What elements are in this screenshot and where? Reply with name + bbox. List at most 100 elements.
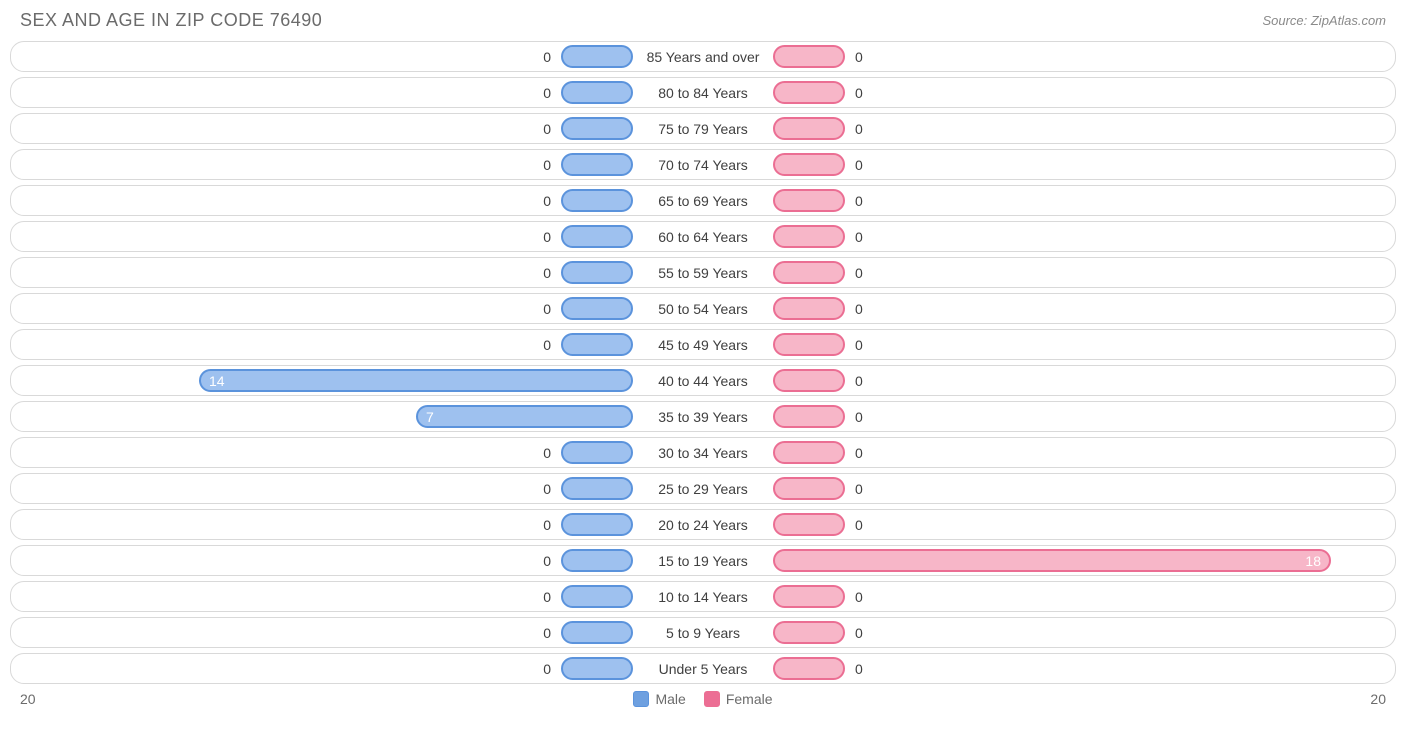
female-value: 0 <box>855 121 863 137</box>
male-value: 0 <box>543 121 551 137</box>
female-bar <box>773 621 845 644</box>
axis-max-right: 20 <box>1370 691 1386 707</box>
female-value: 0 <box>855 49 863 65</box>
female-bar <box>773 261 845 284</box>
female-bar <box>773 225 845 248</box>
pyramid-row: 0065 to 69 Years <box>10 185 1396 216</box>
male-value: 0 <box>543 157 551 173</box>
male-value: 0 <box>543 85 551 101</box>
male-bar <box>561 153 633 176</box>
female-bar <box>773 369 845 392</box>
male-value: 0 <box>543 589 551 605</box>
pyramid-row: 00Under 5 Years <box>10 653 1396 684</box>
male-value: 0 <box>543 337 551 353</box>
female-value: 0 <box>855 589 863 605</box>
male-value: 0 <box>543 49 551 65</box>
female-value: 0 <box>855 193 863 209</box>
female-bar <box>773 117 845 140</box>
male-value: 0 <box>543 481 551 497</box>
male-bar <box>561 225 633 248</box>
male-value: 0 <box>543 229 551 245</box>
pyramid-row: 7035 to 39 Years <box>10 401 1396 432</box>
male-value: 0 <box>543 517 551 533</box>
female-bar <box>773 657 845 680</box>
legend-label-female: Female <box>726 691 773 707</box>
chart-source: Source: ZipAtlas.com <box>1262 13 1386 28</box>
male-bar <box>561 333 633 356</box>
legend-label-male: Male <box>655 691 685 707</box>
male-value: 0 <box>543 553 551 569</box>
male-bar <box>561 117 633 140</box>
axis-max-left: 20 <box>20 691 36 707</box>
pyramid-row: 0010 to 14 Years <box>10 581 1396 612</box>
male-value: 0 <box>543 301 551 317</box>
male-bar <box>561 441 633 464</box>
female-value: 0 <box>855 85 863 101</box>
pyramid-row: 01815 to 19 Years <box>10 545 1396 576</box>
male-value: 0 <box>543 661 551 677</box>
male-bar <box>561 81 633 104</box>
pyramid-row: 0030 to 34 Years <box>10 437 1396 468</box>
female-value: 0 <box>855 337 863 353</box>
male-value: 0 <box>543 625 551 641</box>
female-bar <box>773 45 845 68</box>
female-bar <box>773 513 845 536</box>
chart-header: SEX AND AGE IN ZIP CODE 76490 Source: Zi… <box>0 0 1406 37</box>
male-value: 0 <box>543 445 551 461</box>
female-bar <box>773 153 845 176</box>
legend: Male Female <box>633 691 772 707</box>
female-value: 0 <box>855 517 863 533</box>
pyramid-row: 0080 to 84 Years <box>10 77 1396 108</box>
male-value: 0 <box>543 265 551 281</box>
female-value: 0 <box>855 445 863 461</box>
male-bar: 7 <box>416 405 633 428</box>
male-value: 14 <box>209 373 225 389</box>
female-value: 18 <box>1305 553 1321 569</box>
male-bar <box>561 297 633 320</box>
chart-area: 0085 Years and over0080 to 84 Years0075 … <box>10 37 1396 684</box>
female-bar <box>773 477 845 500</box>
chart-footer: 20 Male Female 20 <box>0 689 1406 707</box>
female-bar <box>773 333 845 356</box>
female-bar: 18 <box>773 549 1331 572</box>
female-value: 0 <box>855 481 863 497</box>
pyramid-row: 0020 to 24 Years <box>10 509 1396 540</box>
chart-title: SEX AND AGE IN ZIP CODE 76490 <box>20 10 322 31</box>
male-value: 7 <box>426 409 434 425</box>
female-bar <box>773 189 845 212</box>
pyramid-row: 0045 to 49 Years <box>10 329 1396 360</box>
male-bar <box>561 477 633 500</box>
female-bar <box>773 585 845 608</box>
female-value: 0 <box>855 265 863 281</box>
legend-item-female: Female <box>704 691 773 707</box>
female-value: 0 <box>855 229 863 245</box>
male-bar <box>561 513 633 536</box>
pyramid-row: 14040 to 44 Years <box>10 365 1396 396</box>
male-bar: 14 <box>199 369 633 392</box>
female-bar <box>773 81 845 104</box>
male-bar <box>561 657 633 680</box>
female-bar <box>773 405 845 428</box>
pyramid-row: 0050 to 54 Years <box>10 293 1396 324</box>
legend-item-male: Male <box>633 691 685 707</box>
legend-swatch-female <box>704 691 720 707</box>
pyramid-row: 0025 to 29 Years <box>10 473 1396 504</box>
male-bar <box>561 549 633 572</box>
pyramid-row: 0085 Years and over <box>10 41 1396 72</box>
pyramid-row: 0070 to 74 Years <box>10 149 1396 180</box>
pyramid-row: 0055 to 59 Years <box>10 257 1396 288</box>
male-bar <box>561 261 633 284</box>
pyramid-row: 0075 to 79 Years <box>10 113 1396 144</box>
pyramid-row: 0060 to 64 Years <box>10 221 1396 252</box>
female-value: 0 <box>855 301 863 317</box>
male-bar <box>561 189 633 212</box>
male-bar <box>561 621 633 644</box>
female-value: 0 <box>855 157 863 173</box>
female-value: 0 <box>855 373 863 389</box>
male-value: 0 <box>543 193 551 209</box>
female-value: 0 <box>855 661 863 677</box>
female-value: 0 <box>855 625 863 641</box>
female-value: 0 <box>855 409 863 425</box>
male-bar <box>561 45 633 68</box>
female-bar <box>773 297 845 320</box>
